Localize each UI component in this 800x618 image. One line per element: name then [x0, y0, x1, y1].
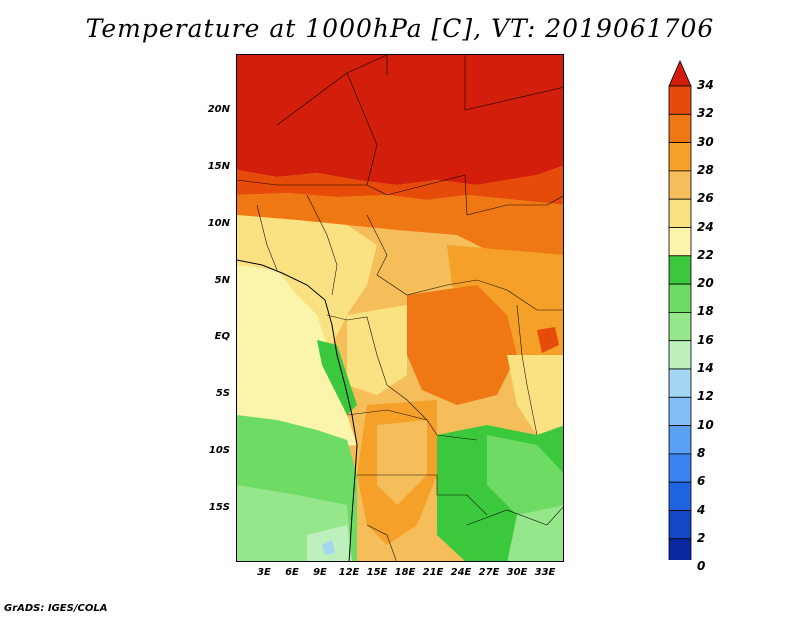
- colorbar-box: [668, 453, 692, 483]
- lat-label-15s: 15S: [208, 502, 230, 513]
- colorbar-tick-label: 22: [697, 247, 714, 262]
- lat-label-5s: 5S: [215, 388, 230, 399]
- colorbar-box: [668, 538, 692, 560]
- colorbar-tick-label: 34: [697, 78, 714, 92]
- lat-label-5n: 5N: [214, 275, 230, 286]
- colorbar-tick-label: 26: [697, 191, 714, 206]
- lon-label-30e: 30E: [506, 567, 528, 578]
- colorbar-box: [668, 113, 692, 143]
- lon-label-21e: 21E: [422, 567, 444, 578]
- colorbar-box: [668, 283, 692, 313]
- colorbar-box: [668, 510, 692, 540]
- colorbar-box: [668, 227, 692, 257]
- colorbar-box: [668, 255, 692, 285]
- lon-label-18e: 18E: [394, 567, 416, 578]
- temperature-field: [237, 55, 563, 561]
- lon-label-24e: 24E: [450, 567, 472, 578]
- credit-text: GrADS: IGES/COLA: [4, 603, 108, 614]
- colorbar-top-arrow: [668, 60, 692, 87]
- colorbar-box: [668, 340, 692, 370]
- colorbar-box: [668, 425, 692, 455]
- lon-label-15e: 15E: [366, 567, 388, 578]
- colorbar-box: [668, 481, 692, 511]
- colorbar-tick-label: 2: [697, 530, 706, 545]
- colorbar-tick-label: 0: [697, 559, 706, 574]
- lat-label-10s: 10S: [208, 445, 230, 456]
- colorbar-tick-label: 6: [697, 474, 706, 489]
- colorbar-box: [668, 198, 692, 228]
- map-title: Temperature at 1000hPa [C], VT: 20190617…: [85, 14, 715, 43]
- colorbar-tick-label: 18: [697, 304, 714, 319]
- lat-label-15n: 15N: [207, 161, 230, 172]
- lat-label-10n: 10N: [207, 218, 230, 229]
- colorbar-tick-label: 32: [697, 106, 714, 121]
- colorbar-tick-label: 20: [697, 276, 714, 291]
- lat-label-eq: EQ: [214, 331, 230, 342]
- colorbar-box: [668, 142, 692, 172]
- colorbar-tick-label: 28: [697, 162, 714, 177]
- colorbar: [668, 60, 692, 560]
- colorbar-box: [668, 85, 692, 115]
- colorbar-tick-label: 12: [697, 389, 714, 404]
- lon-label-12e: 12E: [338, 567, 360, 578]
- lon-label-33e: 33E: [534, 567, 556, 578]
- map-panel: [236, 54, 564, 562]
- colorbar-tick-label: 24: [697, 219, 714, 234]
- colorbar-box: [668, 396, 692, 426]
- colorbar-tick-label: 10: [697, 417, 714, 432]
- colorbar-box: [668, 368, 692, 398]
- lon-label-27e: 27E: [478, 567, 500, 578]
- lat-label-20n: 20N: [207, 104, 230, 115]
- colorbar-tick-label: 30: [697, 134, 714, 149]
- colorbar-box: [668, 311, 692, 342]
- colorbar-tick-label: 14: [697, 361, 714, 375]
- lon-label-6e: 6E: [285, 567, 299, 578]
- colorbar-box: [668, 170, 692, 200]
- colorbar-tick-label: 8: [697, 445, 706, 460]
- colorbar-tick-label: 4: [697, 502, 706, 517]
- colorbar-tick-label: 16: [697, 332, 714, 347]
- lon-label-9e: 9E: [313, 567, 327, 578]
- lon-label-3e: 3E: [257, 567, 271, 578]
